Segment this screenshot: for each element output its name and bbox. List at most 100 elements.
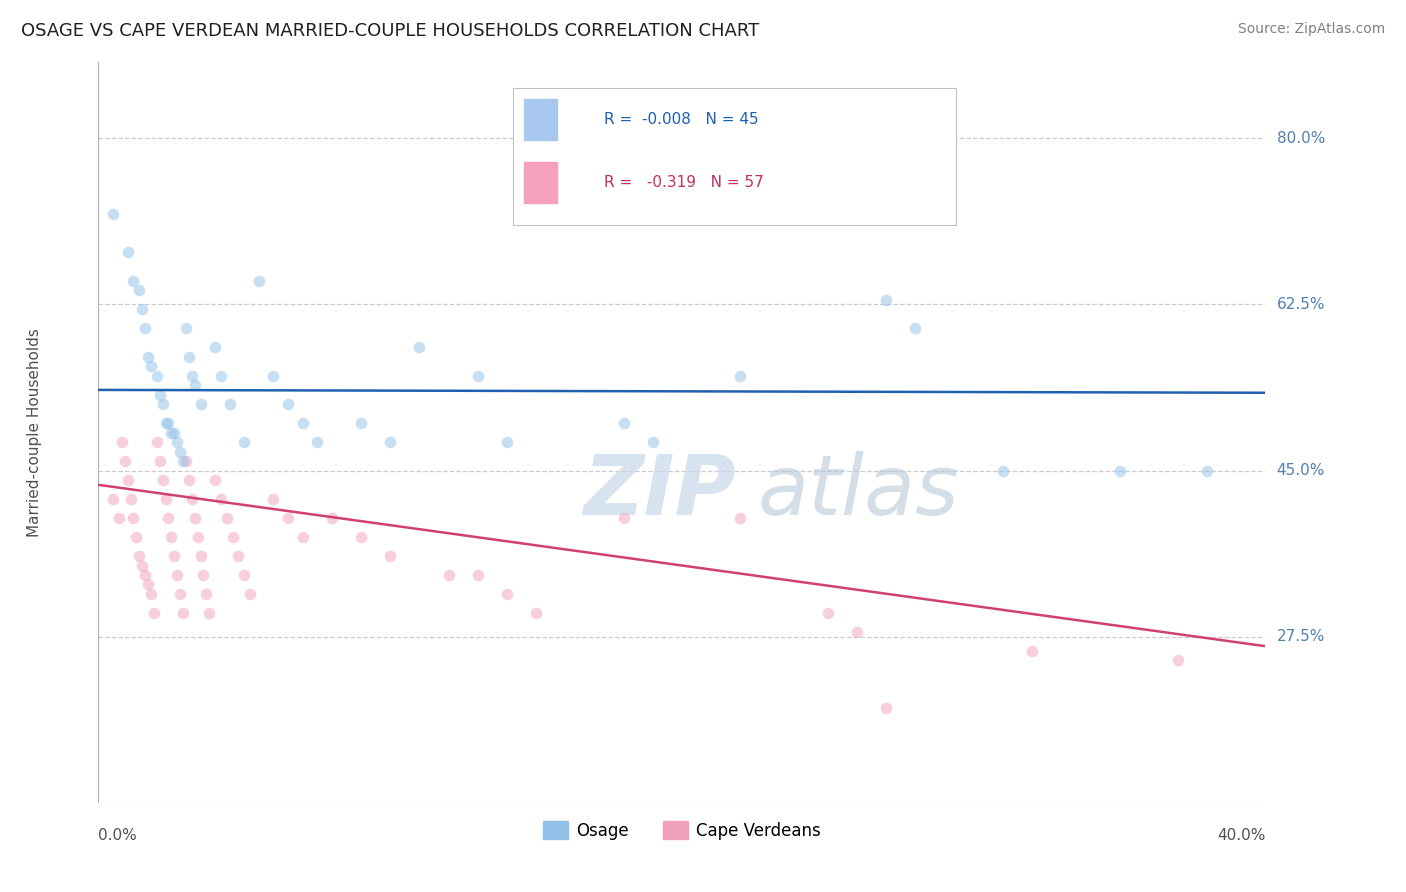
Point: [111, 435, 134, 450]
Text: OSAGE VS CAPE VERDEAN MARRIED-COUPLE HOUSEHOLDS CORRELATION CHART: OSAGE VS CAPE VERDEAN MARRIED-COUPLE HOU…: [21, 22, 759, 40]
Point: [846, 624, 869, 639]
Point: [307, 435, 329, 450]
Point: [437, 568, 460, 582]
Point: [195, 587, 218, 601]
Point: [149, 387, 172, 401]
Point: [134, 568, 156, 582]
Point: [875, 701, 897, 715]
Point: [128, 283, 150, 297]
Point: [247, 274, 270, 288]
Point: [215, 511, 238, 525]
Point: [131, 558, 153, 573]
Point: [198, 606, 221, 620]
Point: [177, 350, 200, 364]
Point: [467, 568, 489, 582]
Point: [117, 245, 139, 260]
Point: [160, 530, 183, 544]
Point: [163, 549, 186, 563]
Point: [730, 511, 752, 525]
Point: [1167, 653, 1189, 667]
Point: [496, 587, 519, 601]
Point: [152, 473, 174, 487]
Point: [204, 340, 226, 354]
Point: [125, 530, 148, 544]
Point: [183, 378, 205, 392]
Point: [122, 274, 145, 288]
Point: [108, 511, 131, 525]
Text: 40.0%: 40.0%: [1218, 828, 1265, 843]
Point: [114, 454, 136, 468]
Point: [142, 606, 165, 620]
Text: atlas: atlas: [758, 451, 959, 533]
Point: [155, 416, 177, 430]
Point: [221, 530, 243, 544]
Point: [146, 435, 169, 450]
Point: [380, 549, 402, 563]
FancyBboxPatch shape: [513, 88, 956, 226]
Point: [131, 302, 153, 317]
Text: R =   -0.319   N = 57: R = -0.319 N = 57: [603, 175, 763, 190]
Text: 62.5%: 62.5%: [1277, 297, 1324, 312]
Text: 80.0%: 80.0%: [1277, 131, 1324, 146]
Point: [612, 416, 634, 430]
Point: [155, 491, 177, 506]
Point: [117, 473, 139, 487]
Point: [350, 530, 373, 544]
Point: [380, 435, 402, 450]
Point: [120, 491, 142, 506]
Point: [262, 368, 284, 383]
Text: Married-couple Households: Married-couple Households: [27, 328, 42, 537]
Point: [1195, 464, 1218, 478]
Point: [291, 530, 314, 544]
Bar: [524, 99, 557, 140]
Point: [101, 207, 124, 221]
Point: [183, 511, 205, 525]
Text: 27.5%: 27.5%: [1277, 629, 1324, 644]
Point: [146, 368, 169, 383]
Point: [204, 473, 226, 487]
Point: [193, 568, 215, 582]
Point: [277, 397, 299, 411]
Text: R =  -0.008   N = 45: R = -0.008 N = 45: [603, 112, 758, 128]
Point: [157, 511, 180, 525]
Point: [160, 425, 183, 440]
Point: [817, 606, 839, 620]
Point: [177, 473, 200, 487]
Point: [190, 549, 212, 563]
Point: [174, 321, 197, 335]
Point: [1021, 644, 1043, 658]
Point: [641, 435, 664, 450]
Point: [169, 444, 191, 458]
Point: [134, 321, 156, 335]
Point: [730, 368, 752, 383]
Point: [524, 606, 547, 620]
Point: [169, 587, 191, 601]
Point: [122, 511, 145, 525]
Point: [139, 587, 162, 601]
Text: 45.0%: 45.0%: [1277, 463, 1324, 478]
Point: [152, 397, 174, 411]
Text: Source: ZipAtlas.com: Source: ZipAtlas.com: [1237, 22, 1385, 37]
Point: [350, 416, 373, 430]
Legend: Osage, Cape Verdeans: Osage, Cape Verdeans: [537, 814, 827, 847]
Point: [277, 511, 299, 525]
Text: ZIP: ZIP: [582, 451, 735, 533]
Point: [101, 491, 124, 506]
Point: [149, 454, 172, 468]
Point: [321, 511, 343, 525]
Point: [190, 397, 212, 411]
Point: [172, 606, 194, 620]
Point: [228, 549, 250, 563]
Point: [239, 587, 262, 601]
Text: 0.0%: 0.0%: [98, 828, 138, 843]
Point: [157, 416, 180, 430]
Point: [180, 491, 202, 506]
Point: [163, 425, 186, 440]
Point: [128, 549, 150, 563]
Point: [904, 321, 927, 335]
Point: [233, 568, 256, 582]
Point: [233, 435, 256, 450]
Point: [291, 416, 314, 430]
Point: [612, 511, 634, 525]
Point: [408, 340, 430, 354]
